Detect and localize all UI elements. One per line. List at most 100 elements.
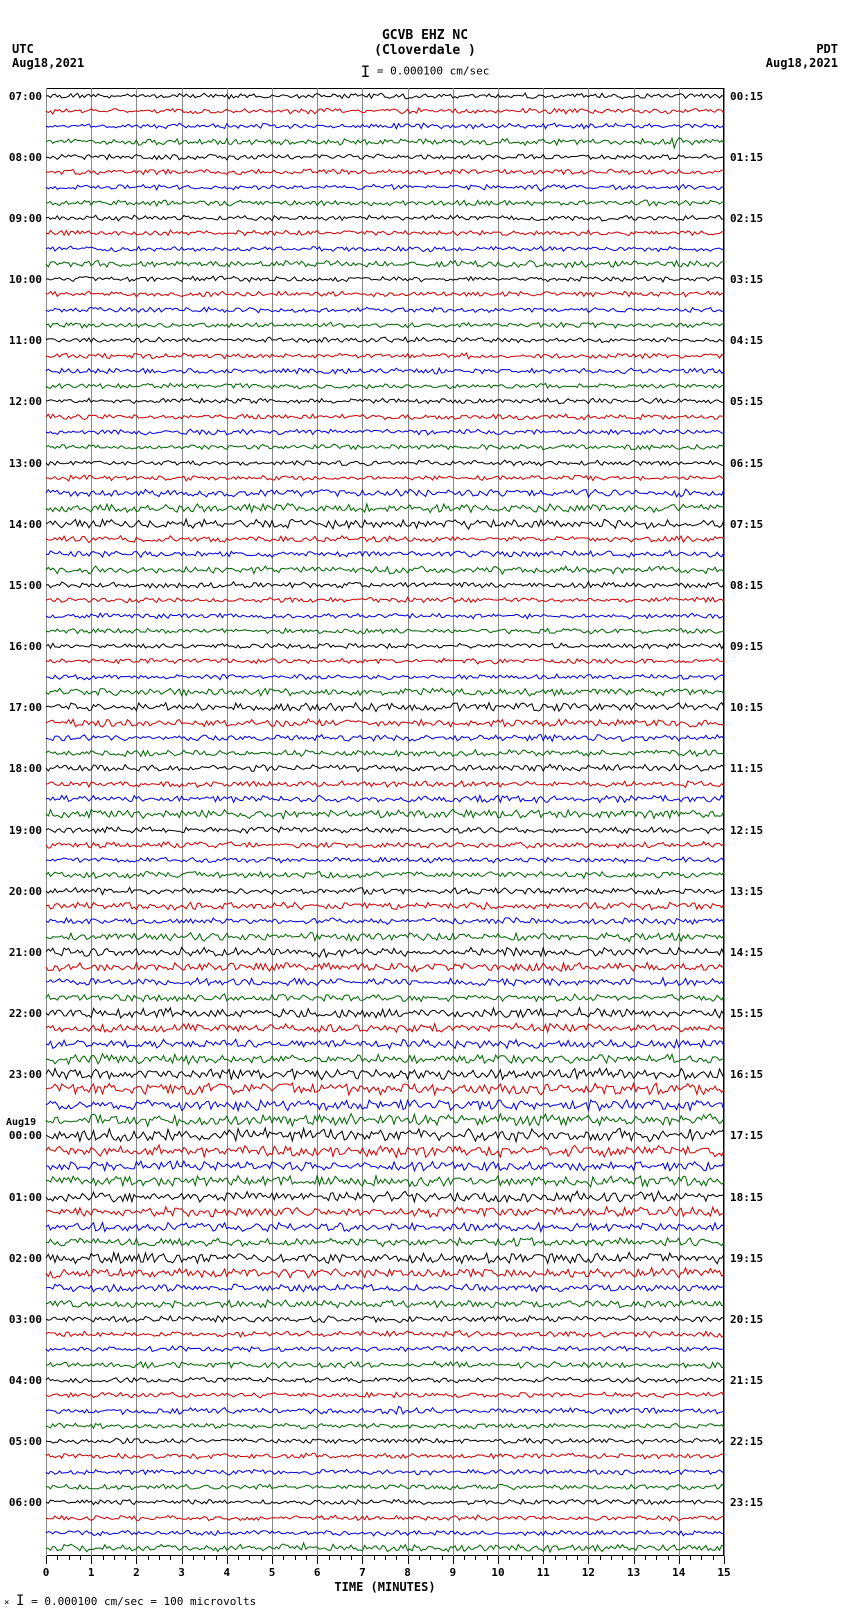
scale-indicator: I = 0.000100 cm/sec	[0, 62, 850, 81]
x-tick-label: 12	[582, 1566, 595, 1579]
seismogram-plot	[46, 88, 724, 1556]
x-tick-major	[182, 1556, 183, 1564]
x-tick-minor	[532, 1556, 533, 1560]
pdt-hour-label: 23:15	[730, 1496, 763, 1509]
x-tick-major	[634, 1556, 635, 1564]
utc-hour-label: 00:00	[9, 1129, 42, 1142]
x-tick-minor	[419, 1556, 420, 1560]
utc-hour-label: 08:00	[9, 151, 42, 164]
x-tick-major	[498, 1556, 499, 1564]
x-tick-minor	[509, 1556, 510, 1560]
x-tick-major	[408, 1556, 409, 1564]
utc-hour-label: 07:00	[9, 90, 42, 103]
x-tick-minor	[204, 1556, 205, 1560]
pdt-hour-label: 07:15	[730, 518, 763, 531]
pdt-hour-label: 01:15	[730, 151, 763, 164]
x-tick-minor	[295, 1556, 296, 1560]
utc-hour-label: 18:00	[9, 762, 42, 775]
utc-hour-label: 20:00	[9, 885, 42, 898]
x-tick-minor	[170, 1556, 171, 1560]
utc-hour-label: 11:00	[9, 334, 42, 347]
x-tick-major	[46, 1556, 47, 1564]
utc-hour-label: 22:00	[9, 1007, 42, 1020]
x-tick-minor	[385, 1556, 386, 1560]
x-tick-minor	[261, 1556, 262, 1560]
x-tick-minor	[668, 1556, 669, 1560]
x-tick-minor	[487, 1556, 488, 1560]
x-tick-label: 8	[404, 1566, 411, 1579]
x-tick-minor	[566, 1556, 567, 1560]
scale-bar-icon: I	[361, 62, 371, 81]
pdt-hour-label: 14:15	[730, 946, 763, 959]
utc-hour-label: 02:00	[9, 1252, 42, 1265]
tz-left-date: Aug18,2021	[12, 56, 84, 70]
utc-hour-label: 09:00	[9, 212, 42, 225]
utc-hour-label: 06:00	[9, 1496, 42, 1509]
x-tick-label: 14	[672, 1566, 685, 1579]
x-tick-minor	[69, 1556, 70, 1560]
x-axis-title: TIME (MINUTES)	[46, 1580, 724, 1594]
x-tick-minor	[475, 1556, 476, 1560]
x-tick-minor	[238, 1556, 239, 1560]
x-tick-major	[227, 1556, 228, 1564]
x-tick-minor	[159, 1556, 160, 1560]
station-title: GCVB EHZ NC	[0, 0, 850, 43]
pdt-hour-labels: 00:15 01:15 02:15 03:15 04:15 05:15 06:15 07:15…	[728, 88, 778, 1556]
x-tick-label: 5	[269, 1566, 276, 1579]
pdt-hour-label: 03:15	[730, 273, 763, 286]
tz-right-block: PDT Aug18,2021	[766, 42, 838, 70]
x-tick-label: 6	[314, 1566, 321, 1579]
x-tick-minor	[148, 1556, 149, 1560]
x-tick-minor	[701, 1556, 702, 1560]
location-subtitle: (Cloverdale )	[0, 43, 850, 58]
tz-right-date: Aug18,2021	[766, 56, 838, 70]
x-tick-minor	[114, 1556, 115, 1560]
x-tick-minor	[340, 1556, 341, 1560]
x-tick-minor	[351, 1556, 352, 1560]
x-tick-minor	[442, 1556, 443, 1560]
pdt-hour-label: 02:15	[730, 212, 763, 225]
x-tick-label: 3	[178, 1566, 185, 1579]
utc-hour-label: 13:00	[9, 457, 42, 470]
x-tick-minor	[645, 1556, 646, 1560]
x-tick-minor	[690, 1556, 691, 1560]
x-tick-major	[543, 1556, 544, 1564]
grid-vertical	[724, 88, 725, 1556]
footer-bar-icon: I	[16, 1593, 24, 1609]
x-axis: TIME (MINUTES) 0123456789101112131415	[46, 1556, 724, 1596]
pdt-hour-label: 08:15	[730, 579, 763, 592]
pdt-hour-label: 04:15	[730, 334, 763, 347]
x-tick-label: 4	[223, 1566, 230, 1579]
x-tick-minor	[611, 1556, 612, 1560]
tz-right-label: PDT	[766, 42, 838, 56]
x-tick-major	[317, 1556, 318, 1564]
footer-text: = 0.000100 cm/sec = 100 microvolts	[31, 1595, 256, 1608]
pdt-hour-label: 16:15	[730, 1068, 763, 1081]
x-tick-label: 0	[43, 1566, 50, 1579]
x-tick-minor	[193, 1556, 194, 1560]
x-tick-major	[136, 1556, 137, 1564]
pdt-hour-label: 05:15	[730, 395, 763, 408]
pdt-hour-label: 18:15	[730, 1191, 763, 1204]
x-tick-minor	[430, 1556, 431, 1560]
pdt-hour-label: 00:15	[730, 90, 763, 103]
utc-hour-label: 03:00	[9, 1313, 42, 1326]
tz-left-block: UTC Aug18,2021	[12, 42, 84, 70]
pdt-hour-label: 06:15	[730, 457, 763, 470]
x-tick-major	[272, 1556, 273, 1564]
x-tick-minor	[329, 1556, 330, 1560]
x-tick-major	[91, 1556, 92, 1564]
utc-hour-label: 01:00	[9, 1191, 42, 1204]
pdt-hour-label: 12:15	[730, 824, 763, 837]
x-tick-minor	[464, 1556, 465, 1560]
x-tick-major	[453, 1556, 454, 1564]
tz-left-label: UTC	[12, 42, 84, 56]
pdt-hour-label: 11:15	[730, 762, 763, 775]
x-tick-minor	[249, 1556, 250, 1560]
pdt-hour-label: 15:15	[730, 1007, 763, 1020]
utc-hour-label: 21:00	[9, 946, 42, 959]
x-tick-minor	[600, 1556, 601, 1560]
x-tick-label: 13	[627, 1566, 640, 1579]
x-tick-minor	[125, 1556, 126, 1560]
utc-hour-label: 15:00	[9, 579, 42, 592]
